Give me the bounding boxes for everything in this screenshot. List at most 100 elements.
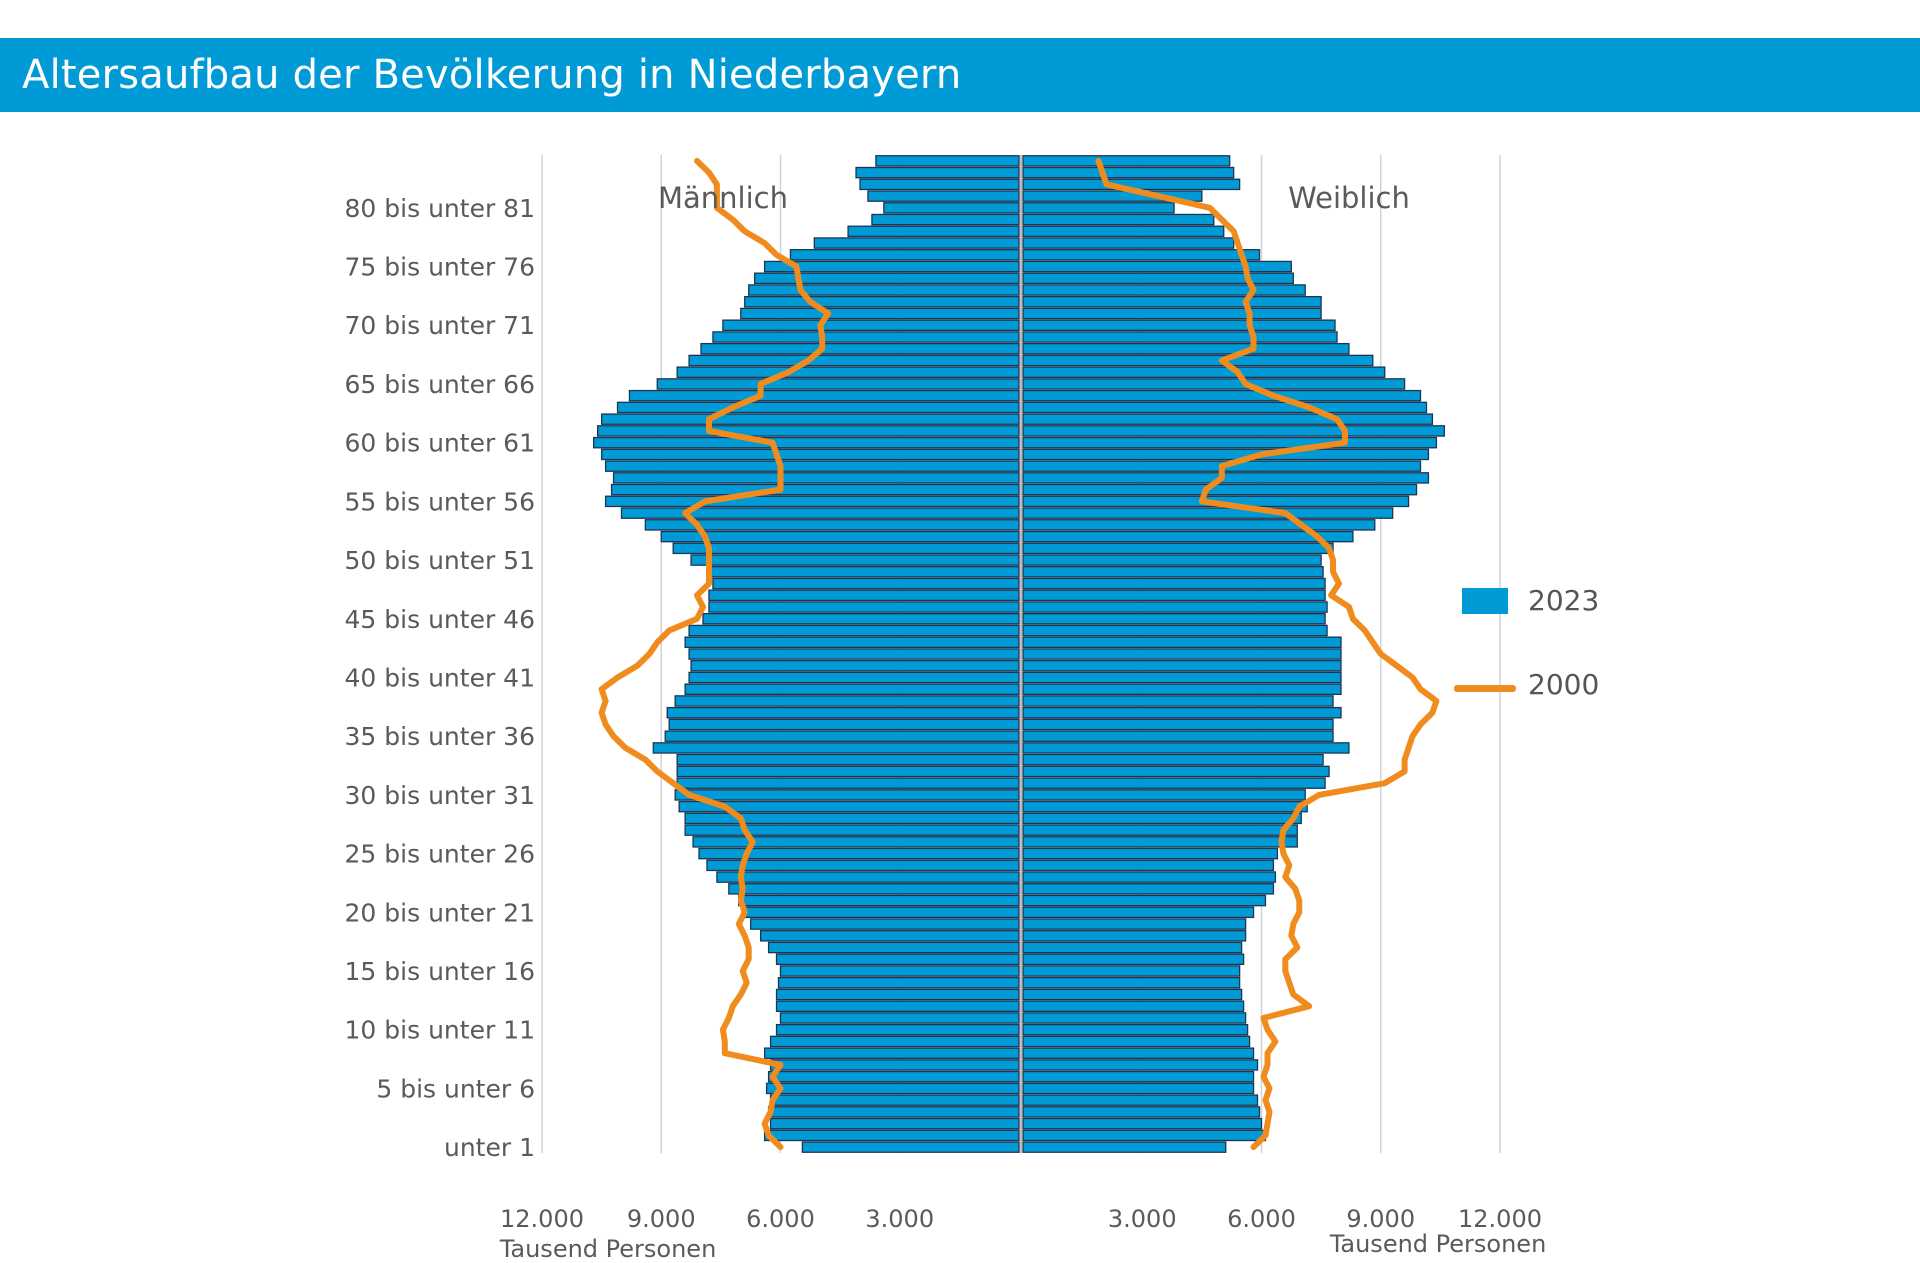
bar-male (744, 295, 1020, 308)
legend-swatch-bar (1462, 588, 1508, 614)
bar-male (684, 824, 1020, 836)
bar-male (674, 789, 1020, 801)
bar-female (1022, 331, 1338, 343)
legend-swatch-line (1454, 685, 1516, 692)
y-tick-label: unter 1 (444, 1133, 535, 1162)
bar-female (1022, 519, 1376, 531)
bar-male (769, 1117, 1020, 1130)
bar-female (1022, 859, 1275, 872)
bar-male (690, 554, 1020, 566)
bar-male (702, 613, 1020, 625)
bar-female (1022, 683, 1342, 695)
bar-female (1022, 307, 1322, 320)
bar-male (855, 166, 1020, 179)
bar-female (1022, 566, 1324, 578)
bar-female (1022, 237, 1235, 249)
bar-female (1022, 824, 1298, 836)
bar-female (1022, 202, 1175, 214)
bar-female (1022, 1035, 1251, 1048)
bar-male (779, 1012, 1020, 1024)
bar-male (672, 542, 1020, 555)
bar-male (684, 683, 1020, 695)
bar-female (1022, 507, 1394, 519)
bar-female (1022, 1059, 1259, 1071)
bar-male (712, 577, 1020, 590)
bar-male (754, 272, 1020, 285)
bar-male (708, 566, 1020, 578)
x-tick-label: 3.000 (1108, 1205, 1177, 1233)
bar-male (700, 342, 1020, 355)
bar-female (1022, 906, 1255, 919)
bar-female (1022, 542, 1334, 555)
legend-label: 2000 (1528, 668, 1600, 701)
bar-female (1022, 777, 1326, 789)
bar-male (600, 448, 1020, 461)
bar-male (692, 836, 1020, 848)
bar-male (875, 155, 1020, 167)
bar-male (600, 413, 1020, 425)
legend-label: 2023 (1528, 584, 1600, 617)
bar-female (1022, 706, 1342, 719)
bar-male (728, 883, 1020, 895)
bar-male (688, 648, 1020, 660)
y-tick-label: 65 bis unter 66 (345, 370, 535, 399)
bar-male (867, 190, 1020, 202)
bar-male (688, 624, 1020, 637)
bar-male (712, 331, 1020, 343)
bar-male (676, 366, 1020, 378)
bar-female (1022, 213, 1215, 226)
bar-female (1022, 648, 1342, 660)
bar-female (1022, 389, 1422, 402)
bar-female (1022, 1012, 1247, 1024)
bar-female (1022, 624, 1328, 637)
bar-male (769, 1094, 1020, 1106)
bar-female (1022, 836, 1298, 848)
bar-male (740, 307, 1020, 320)
bar-male (668, 718, 1020, 731)
bar-female (1022, 354, 1374, 367)
bar-female (1022, 1000, 1245, 1013)
line-2000-male (598, 157, 832, 1151)
bar-male (676, 777, 1020, 789)
bar-female (1022, 671, 1342, 684)
x-tick-label: 9.000 (1346, 1205, 1415, 1233)
bar-female (1022, 342, 1350, 355)
bar-male (738, 894, 1020, 907)
bar-male (604, 460, 1020, 472)
bar-male (847, 225, 1020, 238)
bar-male (644, 519, 1020, 531)
bar-male (656, 378, 1020, 390)
bar-female (1022, 530, 1354, 543)
y-tick-label: 50 bis unter 51 (345, 546, 535, 575)
bar-female (1022, 695, 1334, 707)
y-tick-label: 60 bis unter 61 (345, 429, 535, 458)
bar-male (604, 495, 1020, 508)
bar-female (1022, 636, 1342, 649)
bar-female (1022, 1047, 1255, 1059)
bar-male (674, 695, 1020, 707)
bar-female (1022, 883, 1275, 895)
x-axis-label-left: Tausend Personen (499, 1235, 717, 1263)
bar-female (1022, 742, 1350, 754)
bar-male (612, 472, 1020, 484)
bar-female (1022, 378, 1406, 390)
bar-female (1022, 1023, 1249, 1036)
bar-male (706, 859, 1020, 872)
bar-male (748, 284, 1020, 296)
side-label-female: Weiblich (1288, 181, 1410, 215)
bar-female (1022, 753, 1324, 766)
bar-female (1022, 613, 1326, 625)
x-axis-label-right: Tausend Personen (1329, 1230, 1547, 1258)
bar-male (684, 812, 1020, 825)
bar-male (716, 871, 1020, 883)
bar-male (769, 1059, 1020, 1071)
y-tick-label: 20 bis unter 21 (345, 898, 535, 927)
x-tick-label: 6.000 (1227, 1205, 1296, 1233)
bar-male (801, 1141, 1020, 1153)
bar-male (666, 706, 1020, 719)
y-tick-label: 55 bis unter 56 (345, 487, 535, 516)
bar-male (775, 1023, 1020, 1036)
bar-female (1022, 425, 1446, 437)
bar-female (1022, 1070, 1255, 1083)
bar-male (688, 354, 1020, 367)
